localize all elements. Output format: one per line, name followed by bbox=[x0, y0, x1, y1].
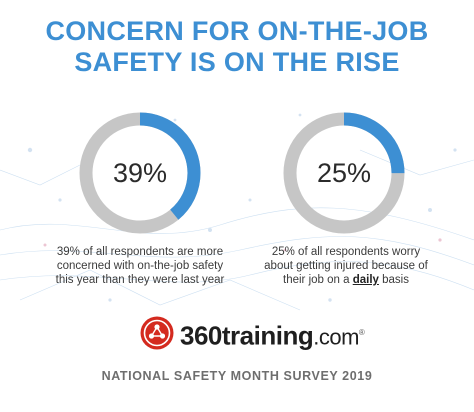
caption-emphasis: daily bbox=[352, 274, 379, 286]
donut-chart-39: 39% bbox=[78, 111, 202, 235]
title-line-1: CONCERN FOR ON-THE-JOB bbox=[45, 16, 429, 46]
survey-footer: NATIONAL SAFETY MONTH SURVEY 2019 bbox=[101, 369, 373, 383]
caption-line: about getting injured because of bbox=[264, 260, 428, 272]
logo-mark-icon bbox=[140, 316, 174, 350]
donut-value-arc bbox=[79, 112, 201, 234]
donut-percent-label: 25% bbox=[316, 157, 372, 188]
caption-prefix: their job on a bbox=[283, 274, 353, 286]
logo-tld: .com bbox=[313, 324, 359, 350]
donut-percent-label: 39% bbox=[112, 157, 168, 188]
caption-25: 25% of all respondents worry about getti… bbox=[236, 245, 456, 287]
caption-line: 25% of all respondents worry bbox=[271, 246, 421, 258]
logo-registered: ® bbox=[358, 328, 365, 337]
caption-suffix: basis bbox=[378, 274, 409, 286]
logo-brand: 360training bbox=[180, 320, 314, 351]
title-line-2: SAFETY IS ON THE RISE bbox=[74, 47, 400, 77]
caption-line: concerned with on-the-job safety bbox=[56, 260, 224, 272]
caption-39: 39% of all respondents are more concerne… bbox=[30, 245, 250, 287]
caption-line: their job on a daily basis bbox=[236, 273, 456, 287]
caption-line: 39% of all respondents are more bbox=[56, 246, 224, 258]
donut-chart-25: 25% bbox=[282, 111, 406, 235]
donut-value-arc bbox=[283, 112, 405, 234]
page-title: CONCERN FOR ON-THE-JOB SAFETY IS ON THE … bbox=[0, 16, 474, 78]
logo-wordmark: 360training.com® bbox=[180, 318, 365, 353]
brand-logo: 360training.com® bbox=[140, 316, 365, 351]
caption-line: this year than they were last year bbox=[55, 274, 225, 286]
